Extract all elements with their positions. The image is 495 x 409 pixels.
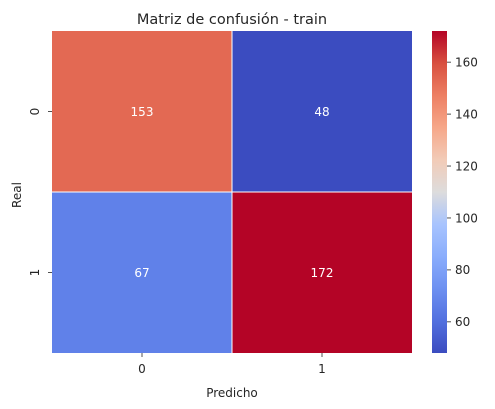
colorbar-tick-label: 60 xyxy=(455,315,470,329)
cell-value-label-1-1: 172 xyxy=(311,266,334,280)
cell-separators xyxy=(52,31,412,353)
x-tick-label: 0 xyxy=(138,362,146,376)
heatmap-cell-0-1 xyxy=(232,31,412,192)
y-tick-label: 0 xyxy=(28,108,42,116)
heatmap-cell-1-0 xyxy=(52,192,232,353)
chart-title: Matriz de confusión - train xyxy=(137,12,327,28)
x-tick-label: 1 xyxy=(318,362,326,376)
colorbar-tick-label: 100 xyxy=(455,211,478,225)
x-axis-label: Predicho xyxy=(206,386,258,400)
cell-value-label-0-0: 153 xyxy=(131,105,154,119)
heatmap-cells xyxy=(52,31,412,353)
heatmap-cell-0-0 xyxy=(52,31,232,192)
cell-value-label-0-1: 48 xyxy=(314,105,329,119)
colorbar-ticks: 60 80 100 120 140 160 xyxy=(447,55,478,329)
colorbar-tick-label: 160 xyxy=(455,55,478,69)
heatmap-cell-1-1 xyxy=(232,192,412,353)
y-axis-ticks: 01 xyxy=(28,108,52,277)
colorbar-tick-label: 140 xyxy=(455,107,478,121)
y-tick-label: 1 xyxy=(28,269,42,277)
colorbar-tick-label: 80 xyxy=(455,263,470,277)
cell-value-labels: 153 48 67 172 xyxy=(131,105,334,280)
colorbar xyxy=(432,31,447,353)
y-axis-label: Real xyxy=(10,182,24,208)
cell-value-label-1-0: 67 xyxy=(134,266,149,280)
colorbar-tick-label: 120 xyxy=(455,159,478,173)
